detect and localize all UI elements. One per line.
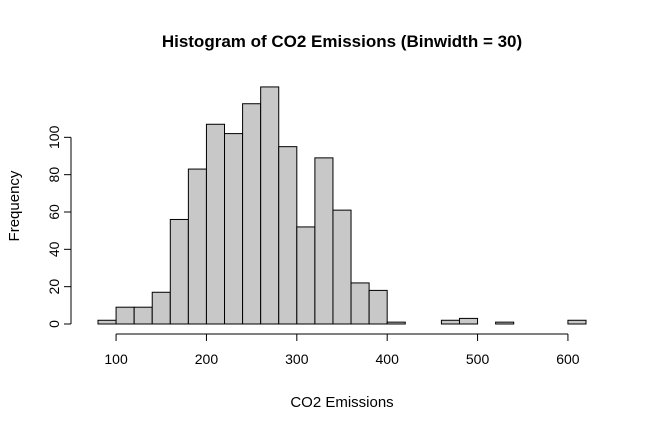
x-tick-label: 400: [376, 351, 400, 367]
x-tick-label: 500: [466, 351, 490, 367]
histogram-bar: [278, 146, 298, 325]
histogram-bar: [169, 218, 189, 325]
histogram-bar: [350, 282, 370, 325]
y-tick-label: 20: [46, 279, 62, 295]
histogram-bar: [151, 291, 171, 325]
histogram-bar: [115, 306, 135, 325]
y-tick-label: 100: [46, 125, 62, 149]
y-axis: 0 20 40 60 80 100: [46, 125, 72, 328]
histogram-bar: [332, 209, 352, 325]
y-tick-label: 80: [46, 167, 62, 183]
histogram-bar: [260, 86, 280, 325]
histogram-bar: [440, 319, 460, 325]
chart-title: Histogram of CO2 Emissions (Binwidth = 3…: [162, 32, 522, 51]
histogram-bar: [386, 321, 406, 325]
x-tick-label: 600: [556, 351, 580, 367]
histogram-bar: [296, 226, 316, 325]
histogram-bar: [567, 319, 587, 325]
y-tick-label: 40: [46, 241, 62, 257]
histogram-bar: [187, 168, 207, 325]
y-axis-label: Frequency: [6, 170, 23, 241]
histogram-bar: [368, 289, 388, 325]
histogram-bar: [242, 103, 262, 325]
x-tick-label: 100: [104, 351, 128, 367]
y-tick-label: 0: [46, 320, 62, 328]
x-axis: 100 200 300 400 500 600: [104, 333, 580, 367]
x-axis-label: CO2 Emissions: [290, 394, 393, 411]
histogram-bar: [458, 317, 479, 325]
bars-group: [97, 86, 587, 325]
histogram-bar: [224, 133, 244, 325]
histogram-bar: [495, 321, 515, 325]
x-tick-label: 200: [195, 351, 219, 367]
y-tick-label: 60: [46, 204, 62, 220]
x-tick-label: 300: [285, 351, 309, 367]
histogram-bar: [314, 157, 334, 325]
histogram-bar: [133, 306, 153, 325]
histogram-bar: [97, 319, 117, 325]
histogram-bar: [205, 123, 226, 325]
